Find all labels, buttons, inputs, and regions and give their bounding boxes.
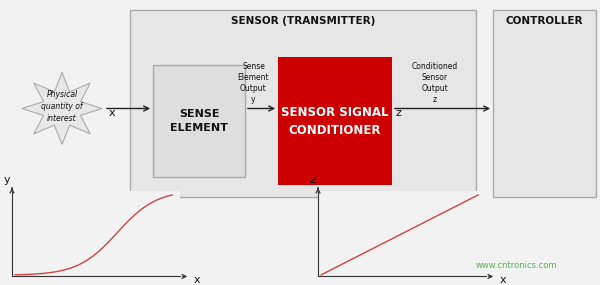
Text: SENSE
ELEMENT: SENSE ELEMENT: [170, 109, 228, 133]
Text: SENSOR SIGNAL
CONDITIONER: SENSOR SIGNAL CONDITIONER: [281, 105, 389, 137]
Bar: [278, 57, 392, 185]
Text: www.cntronics.com: www.cntronics.com: [475, 260, 557, 270]
Text: Physical
quantity of
interest: Physical quantity of interest: [41, 90, 83, 123]
Text: Conditioned
Sensor
Output
z: Conditioned Sensor Output z: [412, 62, 458, 104]
Bar: [493, 10, 596, 197]
Text: CONTROLLER: CONTROLLER: [506, 16, 583, 26]
Text: x: x: [193, 275, 200, 285]
Text: x: x: [109, 109, 116, 119]
Text: z: z: [396, 109, 402, 119]
Text: Sense
Element
Output
y: Sense Element Output y: [238, 62, 269, 104]
Bar: [130, 10, 476, 197]
Text: y: y: [4, 175, 10, 185]
Text: z: z: [310, 175, 316, 185]
Text: x: x: [499, 275, 506, 285]
Text: SENSOR (TRANSMITTER): SENSOR (TRANSMITTER): [231, 16, 375, 26]
Polygon shape: [22, 72, 102, 144]
Bar: [153, 65, 245, 177]
